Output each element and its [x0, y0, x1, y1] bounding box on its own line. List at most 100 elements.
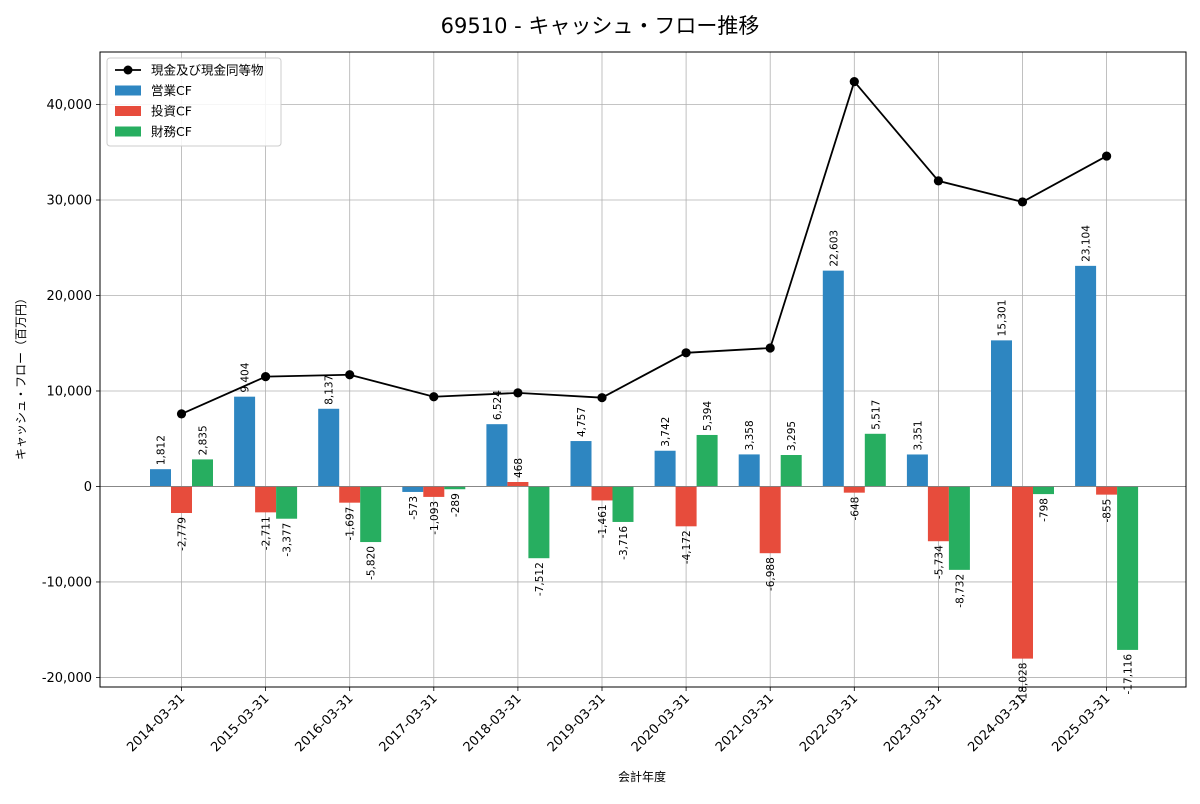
bar-value-label: -5,820	[366, 546, 378, 580]
legend-box	[106, 57, 282, 147]
bar-value-label: -648	[849, 497, 861, 521]
bar-investing	[1096, 486, 1118, 495]
bar-value-label: -7,512	[534, 562, 546, 596]
bar-investing	[759, 486, 781, 554]
bar-value-label: 15,301	[997, 300, 1009, 337]
bar-operating	[738, 454, 760, 487]
bar-value-label: -8,732	[954, 574, 966, 608]
x-tick-label: 2019-03-31	[545, 691, 609, 755]
bar-investing	[423, 486, 445, 497]
legend-entry-label: 営業CF	[151, 83, 192, 98]
x-tick-label: 2022-03-31	[797, 691, 861, 755]
bar-value-label: -17,116	[1123, 654, 1135, 695]
bar-investing	[1012, 486, 1033, 659]
bar-investing	[339, 486, 361, 503]
cash-equivalents-point	[429, 392, 439, 402]
data-labels: 1,812 9,404 8,137 -573 6,524 4,757 3,742 3,358 2…	[156, 225, 1135, 703]
bar-investing	[675, 486, 697, 527]
y-tick-label: 40,000	[47, 98, 93, 113]
bar-financing	[528, 486, 550, 559]
bar-investing	[255, 486, 277, 513]
cash-equivalents-point	[597, 393, 607, 403]
x-tick-label: 2021-03-31	[713, 691, 777, 755]
y-tick-label: 0	[84, 480, 92, 495]
bar-operating	[486, 424, 508, 487]
bar-financing	[360, 486, 382, 543]
x-tick-label: 2025-03-31	[1049, 691, 1113, 755]
bar-value-label: -798	[1039, 498, 1051, 522]
bar-value-label: 4,757	[576, 407, 588, 437]
bar-value-label: -1,093	[429, 501, 441, 535]
bar-investing	[591, 486, 613, 501]
bar-investing	[171, 486, 192, 514]
bar-operating	[402, 486, 424, 492]
x-tick-label: 2018-03-31	[461, 691, 525, 755]
bar-value-label: -4,172	[681, 530, 693, 564]
bar-financing	[696, 434, 718, 487]
legend-bar-swatch	[115, 126, 141, 137]
cash-equivalents-point	[765, 343, 775, 353]
bar-value-label: -2,779	[177, 517, 189, 551]
bar-value-label: 8,137	[324, 375, 336, 405]
bar-value-label: 23,104	[1081, 225, 1093, 262]
bar-financing	[192, 459, 213, 487]
cash-equivalents-point	[513, 388, 523, 398]
bar-value-label: 3,358	[744, 420, 756, 450]
x-tick-label: 2017-03-31	[377, 691, 441, 755]
bar-value-label: -3,716	[618, 526, 630, 560]
y-tick-label: 20,000	[47, 289, 93, 304]
legend-entry-label: 現金及び現金同等物	[151, 63, 264, 78]
bar-financing	[276, 486, 298, 519]
cash-equivalents-point	[261, 372, 271, 382]
bar-series	[150, 265, 1139, 659]
bar-value-label: -2,711	[261, 516, 273, 550]
bar-value-label: -6,988	[765, 557, 777, 591]
chart-title: 69510 - キャッシュ・フロー推移	[441, 14, 760, 38]
bar-value-label: 3,295	[786, 421, 798, 451]
x-tick-label: 2023-03-31	[881, 691, 945, 755]
bar-investing	[507, 482, 529, 487]
bar-financing	[1033, 486, 1054, 495]
bar-value-label: -573	[408, 496, 420, 520]
cash-equivalents-line	[181, 79, 1108, 415]
bar-value-label: -3,377	[282, 523, 294, 557]
bar-value-label: 468	[513, 458, 525, 478]
bar-value-label: 3,351	[912, 420, 924, 450]
legend-entry-label: 財務CF	[151, 124, 192, 139]
bar-value-label: -18,028	[1018, 663, 1030, 704]
bar-value-label: 9,404	[240, 362, 252, 392]
bar-value-label: 6,524	[492, 390, 504, 420]
legend-entry-label: 投資CF	[151, 104, 192, 119]
bar-operating	[150, 469, 171, 487]
bar-value-label: 2,835	[198, 425, 210, 455]
y-tick-label: -10,000	[42, 575, 92, 590]
grid-lines	[100, 52, 1186, 687]
y-tick-label: 30,000	[47, 194, 93, 209]
bar-operating	[1075, 265, 1097, 487]
x-tick-label: 2015-03-31	[208, 691, 272, 755]
bar-value-label: 22,603	[828, 230, 840, 267]
cash-equivalents-point	[933, 176, 944, 186]
cash-equivalents-point	[176, 409, 187, 419]
plot-frame	[99, 51, 1187, 688]
x-tick-label: 2014-03-31	[124, 691, 188, 755]
bar-value-label: -5,734	[933, 545, 945, 579]
bar-operating	[318, 408, 340, 487]
bar-financing	[444, 486, 466, 490]
bar-value-label: 5,394	[702, 401, 714, 431]
legend-bar-swatch	[115, 85, 141, 96]
bar-financing	[612, 486, 634, 522]
y-tick-label: -20,000	[42, 671, 92, 686]
bar-investing	[927, 486, 949, 542]
bar-value-label: 3,742	[660, 417, 672, 447]
bar-financing	[780, 455, 802, 487]
bar-operating	[570, 441, 592, 487]
bar-operating	[234, 396, 256, 487]
y-tick-label: 10,000	[47, 384, 93, 399]
bar-value-label: 5,517	[870, 400, 882, 430]
legend-marker	[123, 65, 133, 75]
x-tick-label: 2020-03-31	[629, 691, 693, 755]
